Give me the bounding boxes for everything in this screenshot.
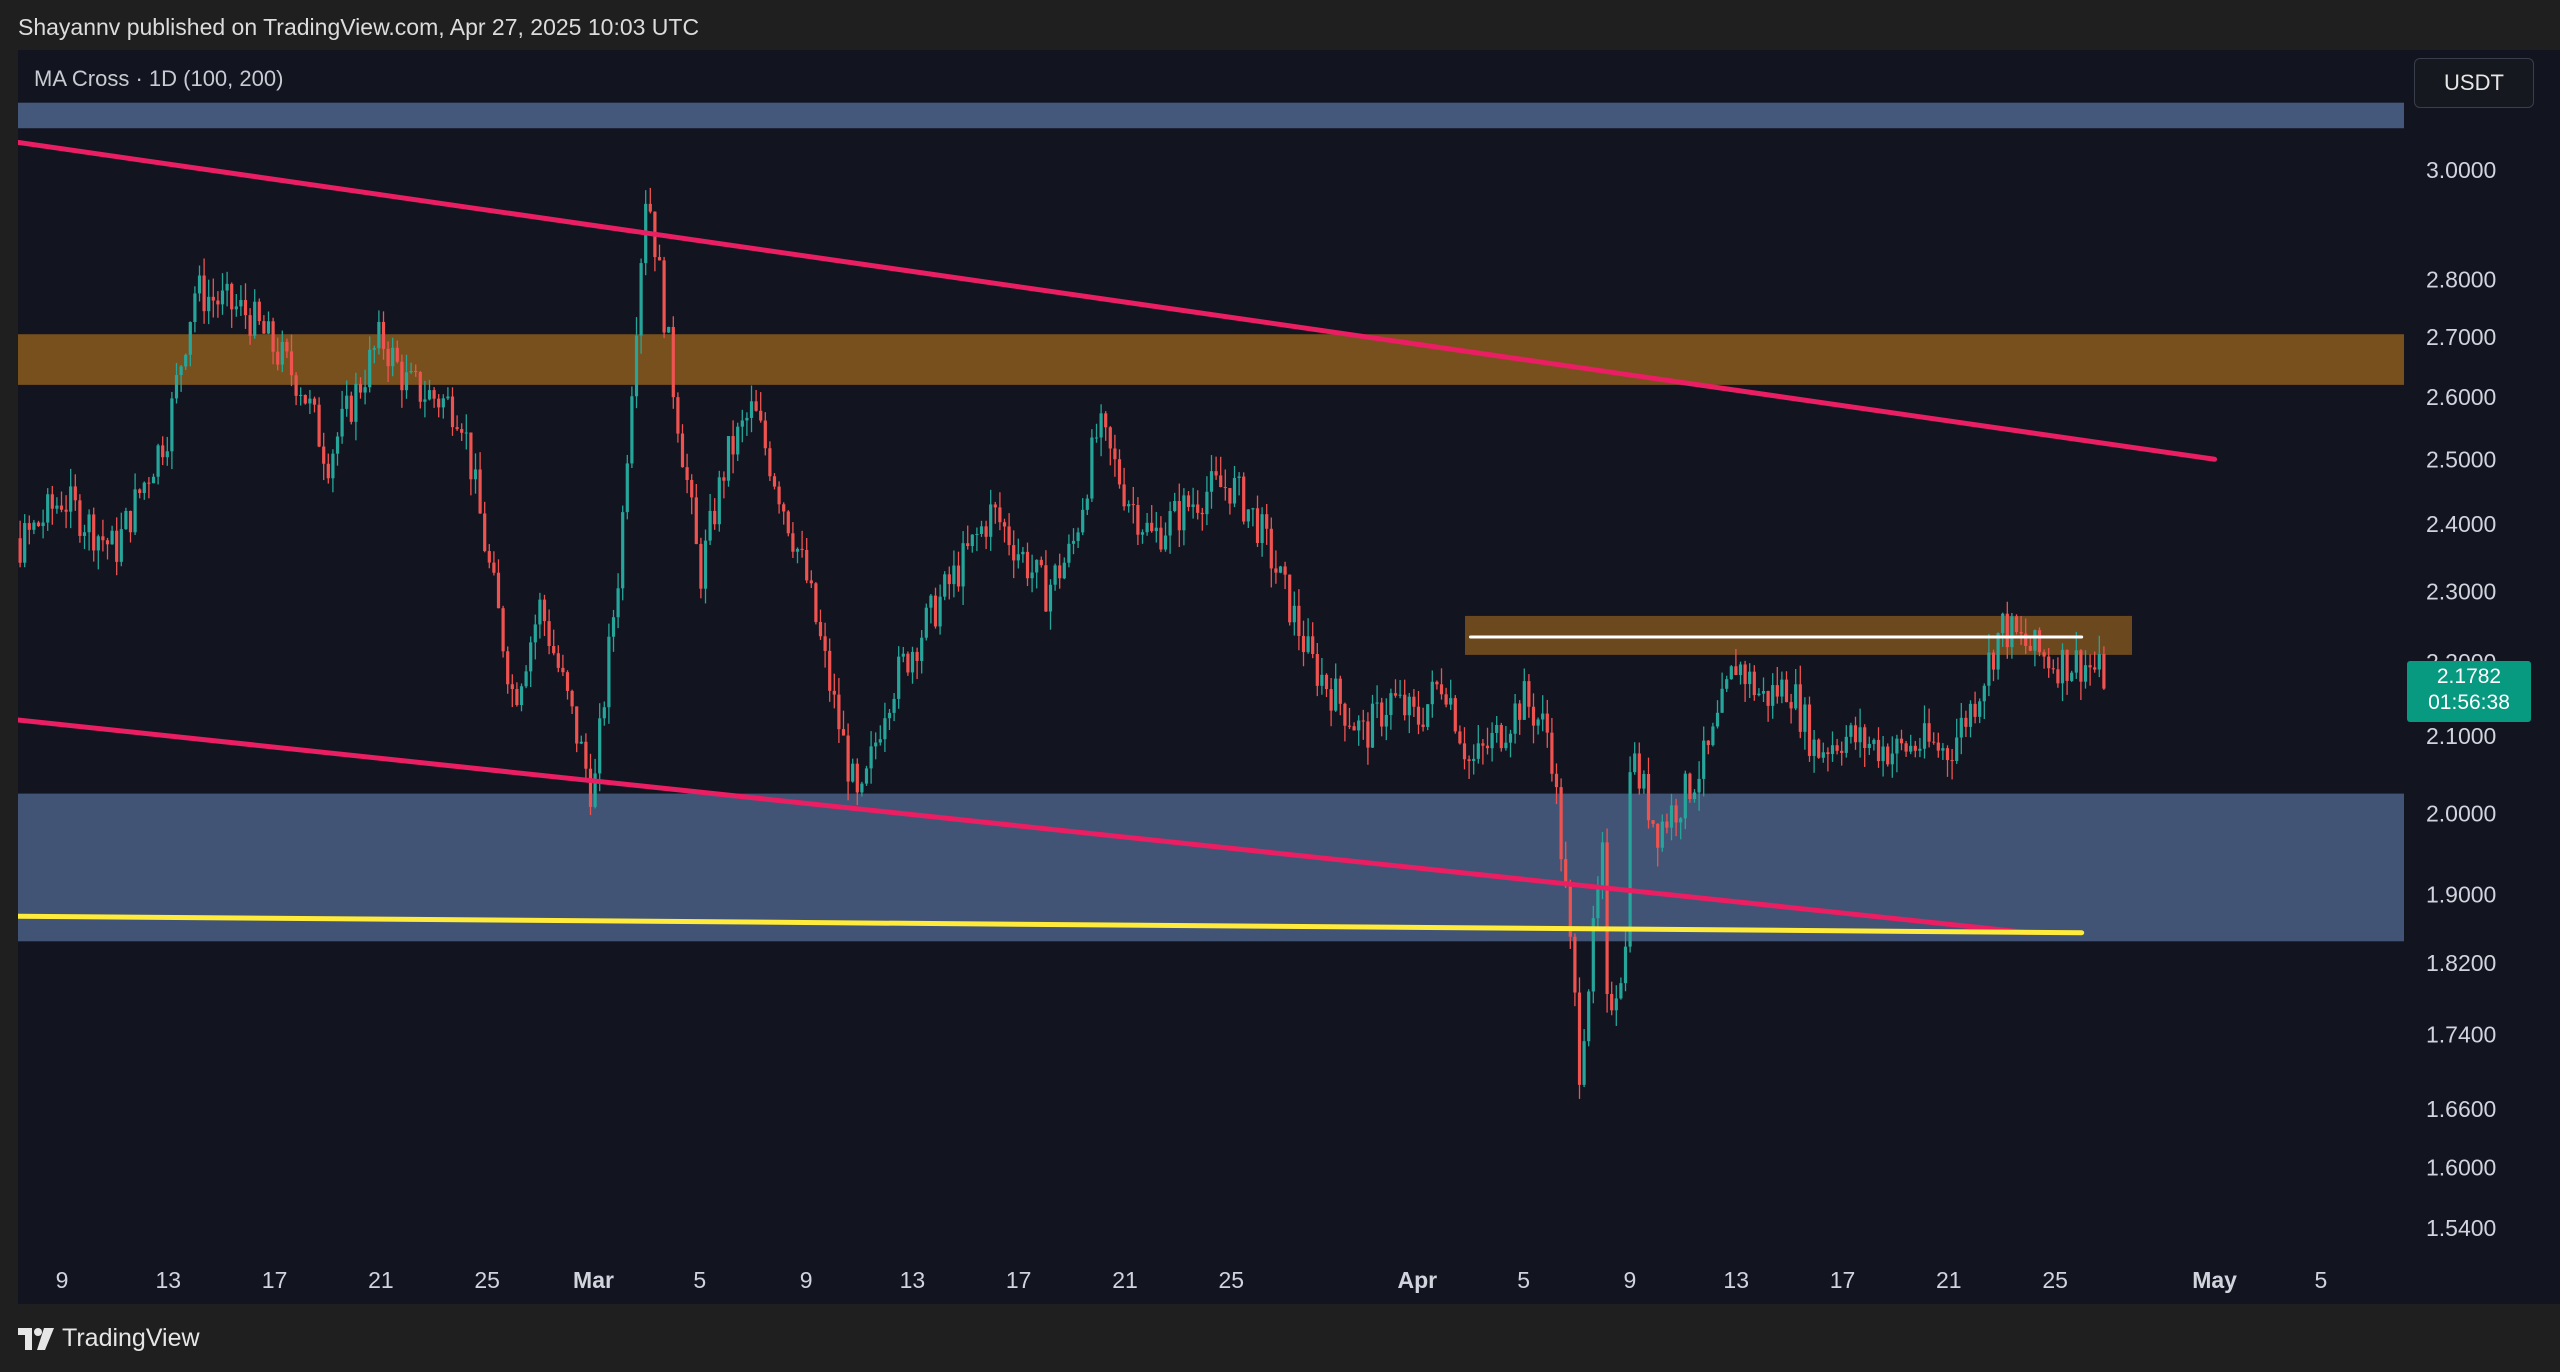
candle-body — [14, 538, 17, 553]
last-price-value: 2.1782 — [2436, 665, 2502, 688]
candle-body — [5, 535, 8, 544]
tradingview-icon — [18, 1327, 54, 1350]
footer: TradingView — [0, 1304, 2560, 1372]
chart-area[interactable] — [18, 50, 2404, 1304]
candle-body — [9, 535, 12, 554]
bar-countdown: 01:56:38 — [2428, 691, 2510, 714]
last-price-badge: 2.1782 01:56:38 — [2407, 661, 2531, 722]
candle-body — [0, 544, 3, 561]
publisher-text: Shayannv published on TradingView.com, A… — [18, 14, 700, 40]
indicator-label[interactable]: MA Cross · 1D (100, 200) — [34, 66, 284, 91]
tradingview-logo[interactable]: TradingView — [18, 1324, 200, 1353]
brand-name: TradingView — [62, 1324, 200, 1352]
currency-selector[interactable]: USDT — [2414, 58, 2534, 108]
publish-header: Shayannv published on TradingView.com, A… — [0, 0, 2560, 50]
